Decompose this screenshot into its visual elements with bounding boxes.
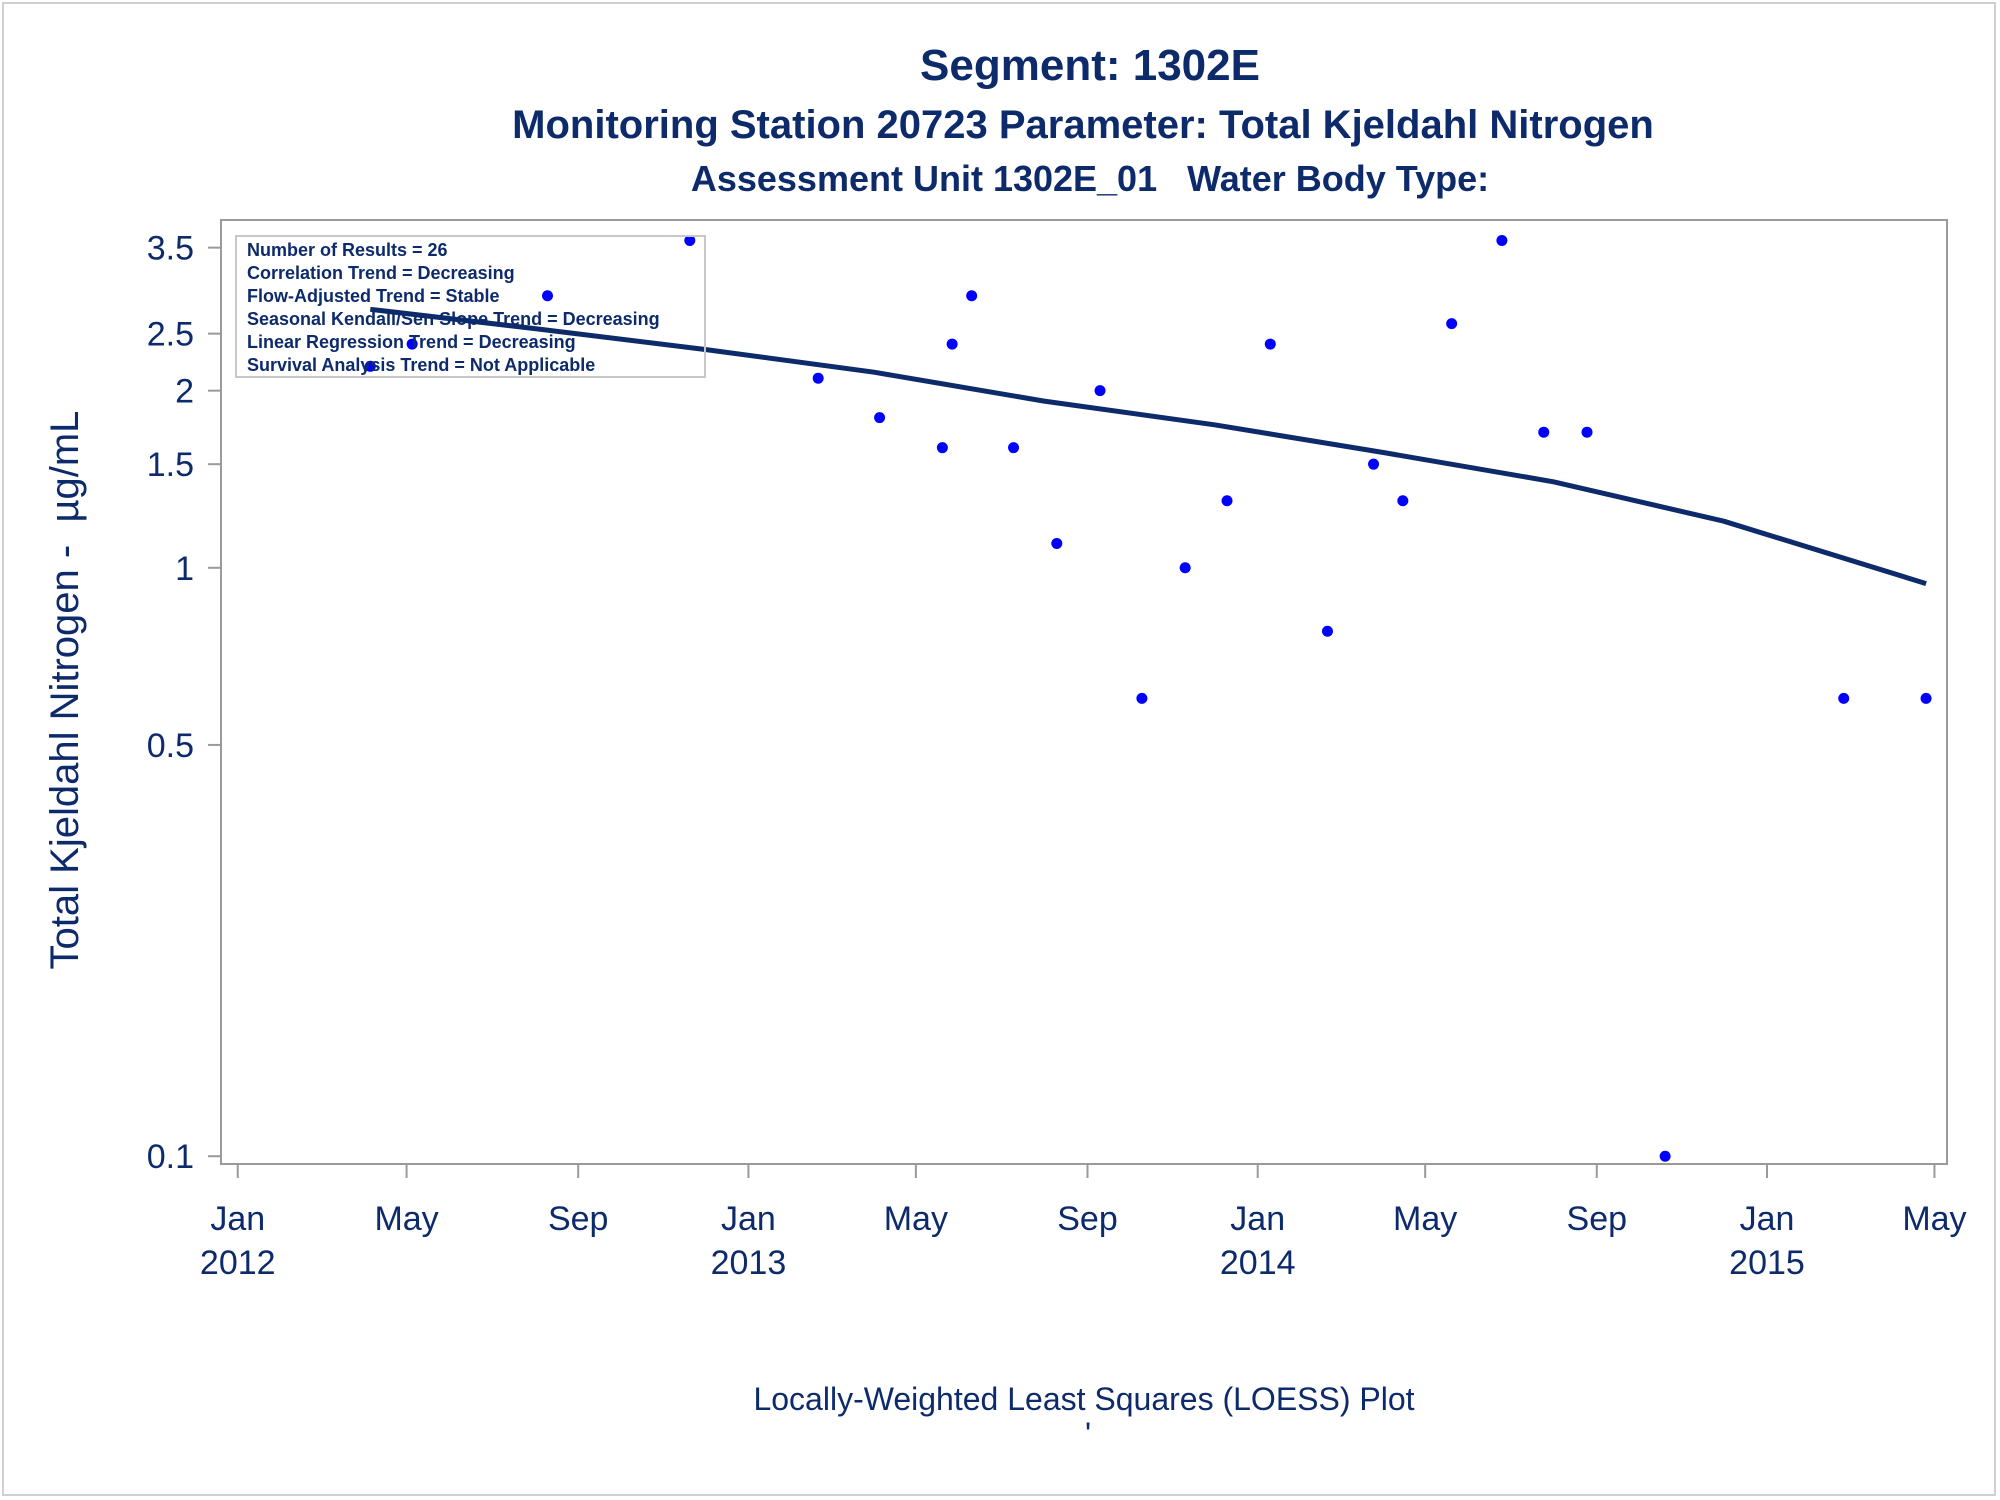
data-point [1136,692,1148,704]
data-point [406,338,418,350]
x-tick-label: May [884,1200,948,1238]
data-point [542,290,554,302]
x-tick-label: May [1902,1200,1966,1238]
data-point [1838,692,1850,704]
x-tick-year-label: 2013 [711,1244,787,1282]
data-point [1221,495,1233,507]
data-point [874,412,886,424]
stats-line: Flow-Adjusted Trend = Stable [247,286,500,306]
stats-line: Seasonal Kendall/Sen Slope Trend = Decre… [247,309,660,329]
stats-box-lines: Number of Results = 26 Correlation Trend … [247,240,660,375]
x-tick-label: Jan [1230,1200,1285,1238]
y-tick-label: 1 [175,550,194,588]
data-point [1659,1150,1671,1162]
loess-curve-layer [370,306,1927,586]
data-point [1920,692,1932,704]
data-point [1496,234,1508,246]
data-point [1368,458,1380,470]
data-point [1321,625,1333,637]
y-tick-label: 3.5 [147,230,194,268]
x-tick-label: Jan [1740,1200,1795,1238]
data-point [1538,426,1550,438]
stats-line: Survival Analysis Trend = Not Applicable [247,355,595,375]
data-point [1264,338,1276,350]
y-tick-label: 2.5 [147,316,194,354]
x-tick-year-label: 2014 [1220,1244,1296,1282]
chart-footnote: Locally-Weighted Least Squares (LOESS) P… [753,1381,1414,1417]
y-tick-label: 1.5 [147,446,194,484]
y-tick-label: 0.1 [147,1138,194,1176]
data-point [812,372,824,384]
x-tick-label: Jan [210,1200,265,1238]
x-tick-label: Sep [1567,1200,1628,1238]
data-point [946,338,958,350]
data-point [1446,318,1458,330]
stats-line: Correlation Trend = Decreasing [247,263,515,283]
y-tick-label: 0.5 [147,727,194,765]
data-point [1051,537,1063,549]
x-tick-label: Sep [548,1200,609,1238]
loess-curve [370,306,1927,586]
x-tick-year-label: 2012 [200,1244,276,1282]
stats-line: Number of Results = 26 [247,240,448,260]
x-tick-label: Sep [1057,1200,1118,1238]
data-point [1179,562,1191,574]
chart-footnote-2: ' [1085,1416,1091,1452]
x-tick-year-label: 2015 [1729,1244,1805,1282]
data-point [966,290,978,302]
y-tick-label: 2 [175,373,194,411]
x-tick-label: May [1393,1200,1457,1238]
chart-subtitle: Monitoring Station 20723 Parameter: Tota… [512,103,1654,147]
stats-line: Linear Regression Trend = Decreasing [247,332,576,352]
stats-box-frame [235,235,706,378]
data-point [1581,426,1593,438]
x-tick-label: May [374,1200,438,1238]
y-axis: 0.1 0.5 1 1.5 2 2.5 3.5 [147,230,221,1176]
data-point [1008,442,1020,454]
data-point [1397,495,1409,507]
y-axis-label: Total Kjeldahl Nitrogen - µg/mL [43,411,87,970]
data-point [364,360,376,372]
chart-title: Segment: 1302E [920,41,1260,90]
x-axis: Jan 2012 May Sep Jan 2013 May Sep Jan 2014 May Sep J… [200,1163,1967,1282]
data-point [936,442,948,454]
data-point [684,234,696,246]
x-tick-label: Jan [721,1200,776,1238]
chart-subtitle-2: Assessment Unit 1302E_01 Water Body Type… [691,158,1489,199]
scatter-points-layer [364,234,1932,1162]
data-point [1094,385,1106,397]
stats-box: Number of Results = 26 Correlation Trend … [235,235,706,378]
